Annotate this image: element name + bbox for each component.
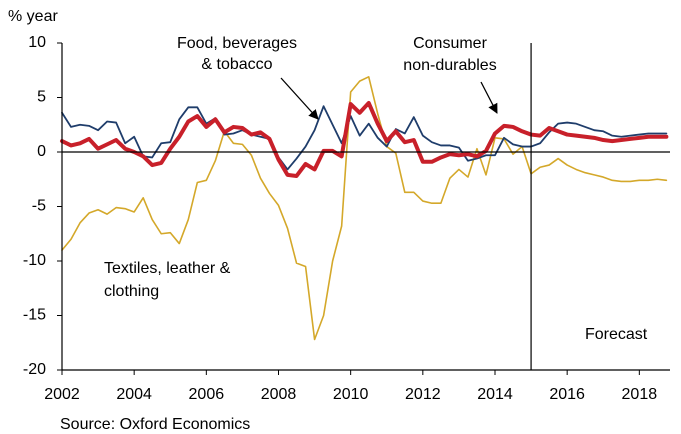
y-tick-label: 0: [37, 143, 46, 160]
x-tick-label: 2006: [189, 386, 225, 403]
annotation: Consumer: [413, 35, 487, 52]
y-tick-label: -15: [23, 307, 46, 324]
x-tick-label: 2008: [261, 386, 297, 403]
annotation: non-durables: [403, 57, 496, 74]
series-line: [61, 105, 668, 171]
forecast-label: Forecast: [585, 326, 648, 343]
plot-area: -20 -15 -10 -5 0 5 10 2002 2004 2006 2008 2010 2012 2…: [23, 34, 670, 403]
annotation: Textiles, leather &: [104, 260, 231, 277]
y-tick-label: 5: [37, 89, 46, 106]
y-tick-label: -5: [32, 198, 46, 215]
x-tick-label: 2010: [333, 386, 369, 403]
y-tick-label: -10: [23, 252, 46, 269]
y-tick-label: 10: [28, 34, 46, 51]
x-tick-label: 2002: [44, 386, 80, 403]
y-tick-label: -20: [23, 361, 46, 378]
arrow: [280, 77, 319, 120]
arrow: [480, 81, 498, 114]
series-line: [60, 100, 669, 178]
x-tick-label: 2018: [622, 386, 658, 403]
series-line: [61, 75, 668, 341]
annotation: & tobacco: [201, 56, 272, 73]
x-tick-label: 2004: [116, 386, 152, 403]
annotation: Food, beverages: [177, 35, 297, 52]
source: Source: Oxford Economics: [60, 416, 250, 433]
x-tick-label: 2016: [549, 386, 585, 403]
x-tick-label: 2014: [477, 386, 513, 403]
y-axis-label: % year: [8, 8, 58, 25]
x-tick-label: 2012: [405, 386, 441, 403]
annotation: clothing: [104, 283, 159, 300]
